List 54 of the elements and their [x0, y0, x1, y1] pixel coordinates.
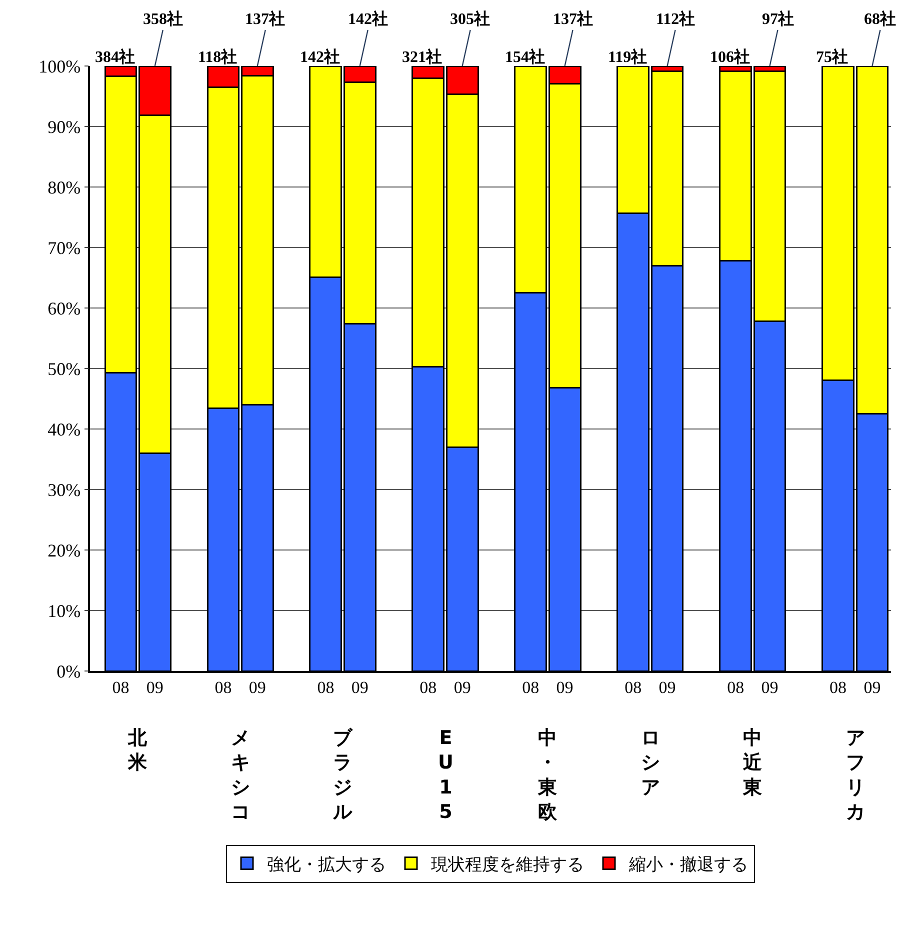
legend-label: 強化・拡大する — [267, 854, 386, 875]
x-tick-label: 09 — [556, 678, 574, 698]
annotation: 106社 — [710, 48, 750, 66]
text: EU15 — [438, 727, 454, 824]
x-tick-label: 08 — [214, 678, 232, 698]
text: 137社 — [245, 10, 285, 28]
y-tick-label: 0% — [56, 661, 81, 682]
text: 68社 — [864, 10, 896, 28]
y-tick-label: 70% — [48, 238, 81, 258]
y-tick-label: 80% — [48, 177, 81, 198]
legend-label: 縮小・撤退する — [628, 854, 748, 875]
x-tick-label: 08 — [522, 678, 540, 698]
annotation: 119社 — [608, 48, 648, 66]
x-tick-label: 09 — [658, 678, 676, 698]
x-tick-label: 08 — [830, 678, 847, 698]
y-tick-label: 20% — [48, 540, 81, 560]
x-tick-label: 08 — [112, 678, 130, 698]
y-tick-label: 60% — [48, 298, 81, 318]
x-tick-label: 09 — [454, 678, 471, 698]
text: ロシア — [641, 727, 660, 798]
x-tick-label: 08 — [420, 678, 437, 698]
y-tick-label: 40% — [48, 419, 81, 440]
text: 305社 — [450, 10, 490, 28]
text: 112社 — [656, 10, 696, 28]
x-tick-label: 09 — [864, 678, 881, 698]
text: ブラジル — [332, 727, 353, 824]
text: アフリカ — [846, 727, 865, 824]
x-tick-label: 09 — [351, 678, 368, 698]
x-tick-label: 08 — [317, 678, 334, 698]
text: メキシコ — [231, 727, 250, 824]
annotation: 384社 — [95, 48, 135, 66]
annotation: 118社 — [198, 48, 238, 66]
annotation: 321社 — [402, 48, 442, 66]
y-tick-label: 30% — [48, 480, 81, 500]
y-tick-label: 100% — [38, 56, 81, 76]
y-tick-label: 10% — [48, 600, 81, 621]
x-tick-label: 09 — [146, 678, 164, 698]
legend-label: 現状程度を維持する — [431, 854, 584, 875]
text: 142社 — [348, 10, 388, 28]
text: 中・東欧 — [537, 727, 558, 824]
y-tick-label: 50% — [48, 358, 81, 379]
x-tick-label: 08 — [727, 678, 744, 698]
text: 137社 — [553, 10, 593, 28]
annotation: 75社 — [816, 48, 848, 66]
text: 97社 — [762, 10, 794, 28]
text: 中近東 — [742, 727, 763, 798]
annotation: 154社 — [505, 48, 545, 66]
annotation: 142社 — [300, 48, 340, 66]
x-tick-label: 08 — [624, 678, 642, 698]
x-tick-label: 09 — [248, 678, 266, 698]
y-tick-label: 90% — [48, 116, 81, 137]
x-tick-label: 09 — [761, 678, 778, 698]
text: 358社 — [143, 10, 183, 28]
text: 北米 — [127, 727, 148, 774]
